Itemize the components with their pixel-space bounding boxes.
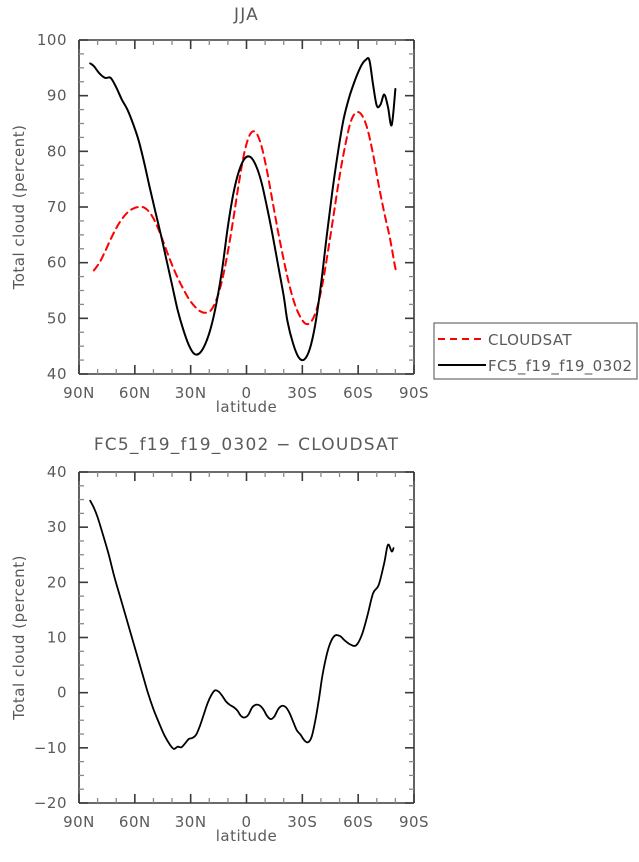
x-tick-label: 60N	[119, 813, 151, 831]
legend-label-fc5_f19_f19_0302: FC5_f19_f19_0302	[488, 357, 632, 376]
panel-top-panel: JJA 40 50 60 70 80 90 100 90N 60N 30N 0 30S 60S 90S lat…	[10, 5, 638, 416]
x-tick-label: 60S	[343, 813, 373, 831]
x-tick-label: 90N	[63, 813, 95, 831]
legend: CLOUDSAT FC5_f19_f19_0302	[433, 322, 638, 380]
series-line-fc5-f19-f19-0302-cloudsat	[89, 499, 395, 750]
x-tick-label: 0	[241, 384, 251, 402]
y-tick-label: −10	[34, 739, 67, 757]
panel-bottom-panel: FC5_f19_f19_0302 − CLOUDSAT −20 −10 0 10 20 30…	[10, 435, 429, 845]
y-tick-label: 60	[47, 254, 67, 272]
series-line-cloudsat	[92, 110, 399, 326]
y-tick-label: 0	[57, 684, 67, 702]
y-tick-label: 10	[47, 629, 67, 647]
x-tick-label: 0	[241, 813, 251, 831]
y-axis-title-top-panel: Total cloud (percent)	[10, 125, 28, 291]
x-tick-label: 30S	[287, 384, 317, 402]
x-axis-title-bottom-panel: latitude	[216, 827, 278, 845]
y-tick-label: 20	[47, 573, 67, 591]
x-tick-label: 30N	[175, 813, 207, 831]
series-line-fc5-f19-f19-0302	[89, 57, 397, 362]
x-axis-title-top-panel: latitude	[216, 398, 278, 416]
y-tick-label: 40	[47, 365, 67, 383]
legend-label-cloudsat: CLOUDSAT	[488, 331, 572, 349]
panel-title-top-panel: JJA	[233, 5, 259, 25]
y-tick-label: 80	[47, 142, 67, 160]
panel-title-bottom-panel: FC5_f19_f19_0302 − CLOUDSAT	[94, 435, 399, 455]
y-tick-label: 50	[47, 309, 67, 327]
x-tick-label: 90S	[399, 813, 429, 831]
y-tick-label: 30	[47, 518, 67, 536]
y-tick-label: 40	[47, 463, 67, 481]
legend-box	[433, 322, 638, 380]
x-tick-label: 30S	[287, 813, 317, 831]
y-tick-label: 90	[47, 87, 67, 105]
x-tick-label: 60N	[119, 384, 151, 402]
x-tick-label: 90S	[399, 384, 429, 402]
x-tick-label: 30N	[175, 384, 207, 402]
y-tick-label: 70	[47, 198, 67, 216]
x-tick-label: 60S	[343, 384, 373, 402]
y-tick-label: 100	[37, 31, 67, 49]
y-axis-title-bottom-panel: Total cloud (percent)	[10, 555, 28, 721]
y-tick-label: −20	[34, 794, 67, 812]
x-tick-label: 90N	[63, 384, 95, 402]
